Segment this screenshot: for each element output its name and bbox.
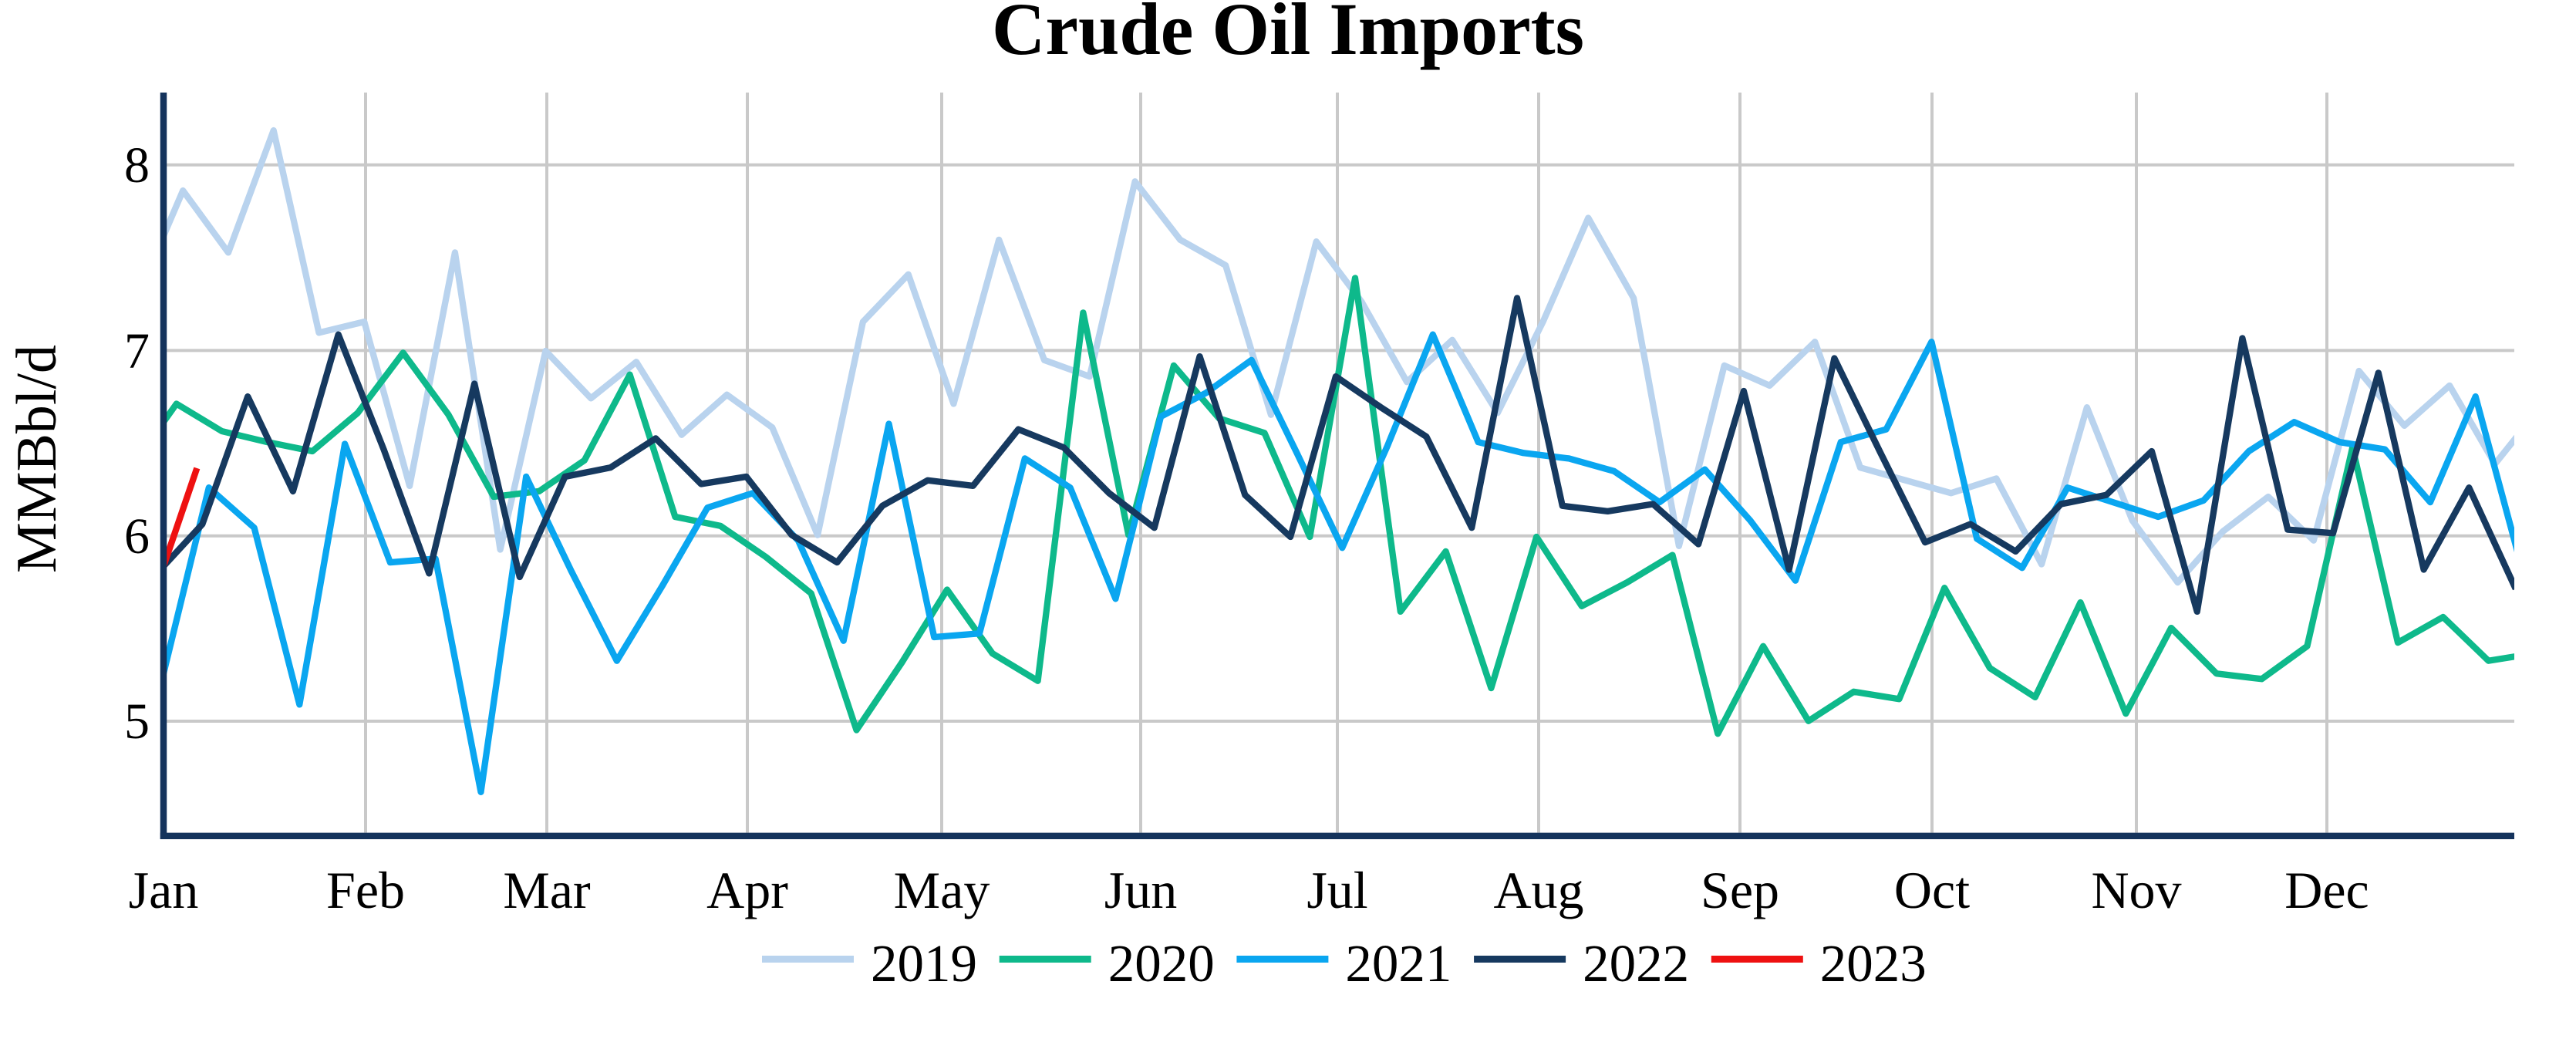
svg-text:Feb: Feb (326, 861, 405, 919)
svg-text:Jul: Jul (1307, 861, 1367, 919)
svg-text:Dec: Dec (2284, 861, 2369, 919)
svg-text:May: May (894, 861, 990, 919)
svg-text:Crude Oil Imports: Crude Oil Imports (992, 0, 1584, 70)
svg-text:2020: 2020 (1108, 934, 1215, 993)
svg-text:2022: 2022 (1583, 934, 1689, 993)
svg-text:2023: 2023 (1820, 934, 1927, 993)
svg-text:Jan: Jan (129, 861, 199, 919)
svg-text:Nov: Nov (2091, 861, 2181, 919)
svg-text:MMBbl/d: MMBbl/d (5, 345, 69, 573)
svg-text:Sep: Sep (1701, 861, 1779, 919)
svg-text:7: 7 (124, 322, 150, 379)
svg-text:8: 8 (124, 137, 150, 194)
svg-text:Mar: Mar (503, 861, 591, 919)
svg-text:Apr: Apr (706, 861, 788, 919)
svg-text:Oct: Oct (1894, 861, 1970, 919)
svg-text:Aug: Aug (1493, 861, 1583, 919)
svg-text:2021: 2021 (1345, 934, 1452, 993)
svg-text:6: 6 (124, 508, 150, 565)
svg-text:5: 5 (124, 693, 150, 750)
svg-text:Jun: Jun (1104, 861, 1177, 919)
svg-text:2019: 2019 (871, 934, 977, 993)
